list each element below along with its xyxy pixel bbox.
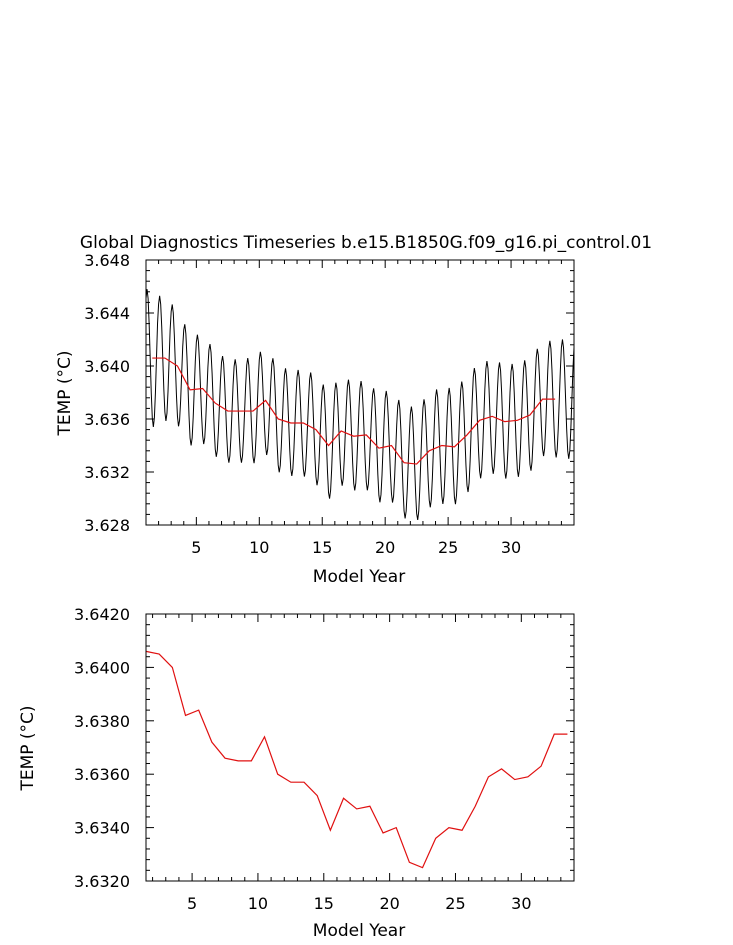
bottom-y-tick-label: 3.6320 bbox=[74, 872, 130, 891]
top-x-tick-label: 20 bbox=[375, 538, 395, 557]
top-panel-ticks: 5 10 15 20 25 30 3.628 3.632 3.636 3.640 3.644 3.64… bbox=[84, 251, 575, 557]
top-x-tick-label: 30 bbox=[501, 538, 521, 557]
top-x-tick-label: 15 bbox=[312, 538, 332, 557]
top-y-tick-label: 3.628 bbox=[84, 516, 130, 535]
bottom-x-tick-label: 25 bbox=[445, 894, 465, 913]
top-panel-marks bbox=[145, 289, 575, 521]
top-x-tick-label: 25 bbox=[438, 538, 458, 557]
bottom-x-tick-label: 30 bbox=[511, 894, 531, 913]
monthly-temp-line bbox=[145, 289, 575, 521]
bottom-plot-frame bbox=[145, 613, 575, 882]
bottom-x-tick-label: 15 bbox=[314, 894, 334, 913]
top-x-tick-label: 5 bbox=[191, 538, 201, 557]
top-y-tick-label: 3.648 bbox=[84, 251, 130, 270]
bottom-panel-marks bbox=[145, 650, 568, 869]
bottom-y-tick-label: 3.6400 bbox=[74, 658, 130, 677]
top-y-tick-label: 3.632 bbox=[84, 463, 130, 482]
bottom-panel-ticks: 5 10 15 20 25 30 3.6320 3.6340 3.6360 3.6380 3.640… bbox=[74, 605, 575, 913]
bottom-x-tick-label: 10 bbox=[248, 894, 268, 913]
top-x-axis-label: Model Year bbox=[313, 567, 405, 587]
bottom-x-tick-label: 5 bbox=[187, 894, 197, 913]
annual-mean-temp-line bbox=[145, 650, 568, 869]
bottom-y-axis-label: TEMP (°C) bbox=[18, 705, 38, 791]
bottom-y-tick-label: 3.6380 bbox=[74, 712, 130, 731]
bottom-y-tick-label: 3.6420 bbox=[74, 605, 130, 624]
bottom-panel: 5 10 15 20 25 30 3.6320 3.6340 3.6360 3.6380 3.640… bbox=[18, 605, 575, 941]
bottom-y-tick-label: 3.6360 bbox=[74, 765, 130, 784]
top-y-axis-label: TEMP (°C) bbox=[55, 350, 75, 436]
top-y-tick-label: 3.640 bbox=[84, 357, 130, 376]
annual-mean-temp-line bbox=[152, 357, 556, 465]
top-y-tick-label: 3.644 bbox=[84, 304, 130, 323]
bottom-x-axis-label: Model Year bbox=[313, 921, 405, 941]
top-x-tick-label: 10 bbox=[249, 538, 269, 557]
chart-title: Global Diagnostics Timeseries b.e15.B185… bbox=[80, 233, 652, 253]
top-y-tick-label: 3.636 bbox=[84, 410, 130, 429]
top-panel: Global Diagnostics Timeseries b.e15.B185… bbox=[55, 233, 652, 587]
bottom-x-tick-label: 20 bbox=[379, 894, 399, 913]
bottom-y-tick-label: 3.6340 bbox=[74, 819, 130, 838]
